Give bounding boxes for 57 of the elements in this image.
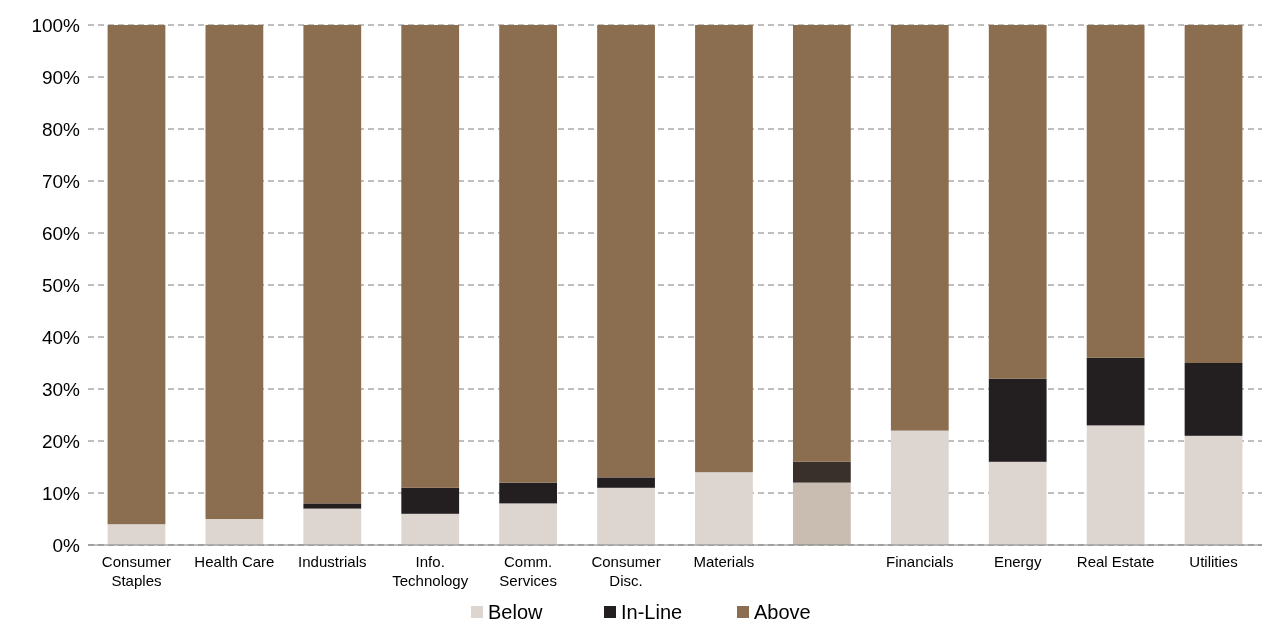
legend-label: Below <box>488 601 544 623</box>
bar <box>988 378 1047 462</box>
bar <box>792 482 851 545</box>
bar <box>988 461 1047 545</box>
x-tick-label: Consumer Staples <box>101 553 172 589</box>
bar <box>499 503 558 545</box>
y-tick-label: 100% <box>31 14 81 36</box>
bar <box>890 25 949 431</box>
legend-label: Above <box>754 601 811 623</box>
y-tick-label: 60% <box>41 222 81 244</box>
x-tick-label: Comm. Services <box>499 553 557 589</box>
x-tick-label: Energy <box>993 553 1042 570</box>
bar <box>1086 25 1145 358</box>
bar <box>303 503 362 509</box>
x-tick-label: Consumer Disc. <box>591 553 661 589</box>
bar <box>597 25 655 478</box>
legend-label: In-Line <box>621 601 683 623</box>
y-tick-label: 40% <box>41 326 81 348</box>
x-tick-label: Financials <box>886 553 954 570</box>
bar <box>1184 435 1243 545</box>
bar <box>499 25 558 483</box>
y-tick-label: 50% <box>41 274 81 296</box>
x-tick-label: Industrials <box>298 553 367 570</box>
bar <box>205 25 264 519</box>
y-tick-label: 0% <box>52 534 81 556</box>
x-tick-label: Materials <box>693 553 755 570</box>
y-tick-label: 10% <box>41 482 81 504</box>
bar <box>499 482 558 504</box>
bar <box>107 524 166 545</box>
y-tick-label: 30% <box>41 378 81 400</box>
x-tick-label: Health Care <box>194 553 275 570</box>
bar <box>695 472 753 545</box>
bar <box>792 25 851 462</box>
bar <box>1086 425 1145 545</box>
bar <box>303 25 362 504</box>
bar <box>1086 357 1145 426</box>
x-tick-label: Info. Technology <box>392 553 469 589</box>
y-tick-label: 90% <box>41 66 81 88</box>
bar <box>401 487 460 514</box>
bar <box>597 487 655 545</box>
bar <box>401 513 460 545</box>
bar <box>988 25 1047 379</box>
bar <box>107 25 166 525</box>
bar <box>597 477 655 488</box>
bar <box>401 25 460 488</box>
bar <box>1184 25 1243 363</box>
y-tick-label: 70% <box>41 170 81 192</box>
y-tick-label: 80% <box>41 118 81 140</box>
bar <box>792 461 851 483</box>
x-tick-label: Utilities <box>1189 553 1238 570</box>
bar <box>205 519 264 545</box>
bar <box>890 430 949 545</box>
bar <box>303 508 362 545</box>
bar <box>1184 363 1243 436</box>
bar <box>695 25 753 473</box>
x-tick-label: Real Estate <box>1076 553 1155 570</box>
y-tick-label: 20% <box>41 430 81 452</box>
